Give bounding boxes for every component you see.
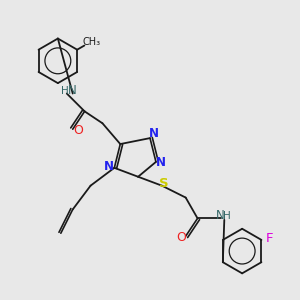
Text: N: N (148, 127, 159, 140)
Text: H: H (61, 85, 69, 96)
Text: N: N (68, 84, 76, 97)
Text: S: S (159, 177, 168, 190)
Text: CH₃: CH₃ (82, 37, 100, 46)
Text: H: H (223, 211, 231, 221)
Text: O: O (73, 124, 83, 137)
Text: N: N (156, 156, 166, 169)
Text: O: O (176, 231, 186, 244)
Text: N: N (104, 160, 114, 173)
Text: N: N (215, 209, 224, 223)
Text: F: F (266, 232, 274, 245)
